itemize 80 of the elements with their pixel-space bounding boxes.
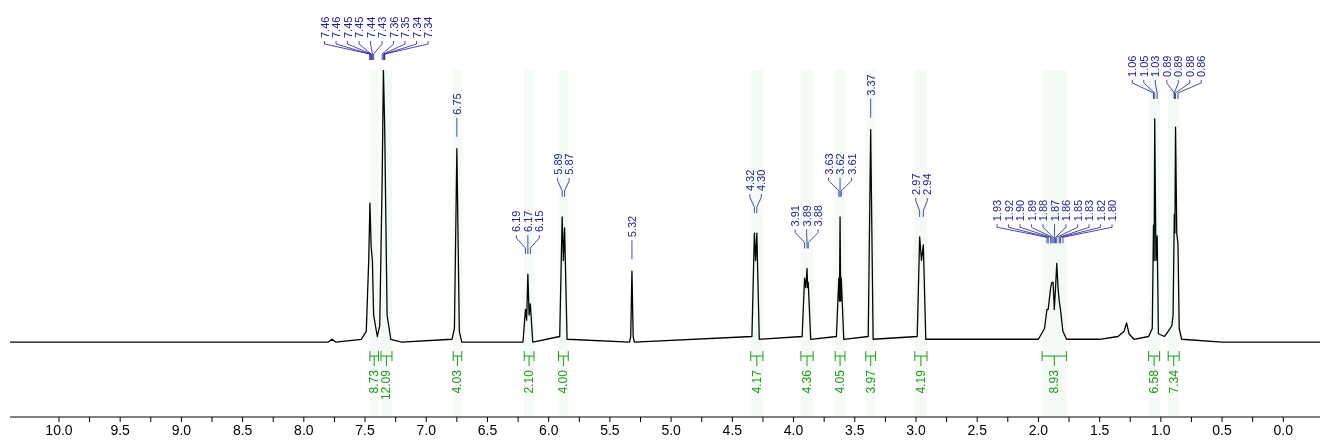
x-tick-label: 1.5	[1089, 422, 1110, 438]
annotation: 1.90	[1014, 199, 1027, 222]
x-tick-label: 10.0	[45, 422, 73, 438]
x-tick-label: 9.0	[171, 422, 192, 438]
annotation: 1.80	[1106, 199, 1119, 222]
x-tick-label: 6.0	[538, 422, 559, 438]
x-tick-label: 3.5	[845, 422, 865, 438]
annotation: 7.36	[387, 16, 400, 38]
band-label: 8.93	[1047, 369, 1062, 394]
annotation: 1.86	[1060, 199, 1073, 222]
band-label: 6.58	[1147, 369, 1162, 394]
x-tick-label: 8.0	[294, 422, 314, 438]
annotation: 6.17	[521, 210, 534, 233]
x-tick-label: 4.5	[722, 422, 743, 438]
annotation: 0.86	[1195, 55, 1208, 77]
annotation: 7.35	[399, 16, 412, 38]
annotation: 1.92	[1002, 199, 1015, 222]
band-label: 8.73	[367, 369, 382, 394]
x-tick-label: 5.5	[600, 422, 620, 438]
annotation: 3.37	[864, 74, 877, 96]
annotation: 7.44	[364, 16, 377, 38]
annotation: 0.89	[1160, 55, 1173, 77]
annotation: 4.32	[743, 169, 756, 192]
x-tick-label: 8.5	[232, 422, 253, 438]
band-label: 4.03	[450, 369, 465, 394]
annotation: 1.82	[1094, 199, 1107, 222]
x-tick-label: 1.0	[1151, 422, 1171, 438]
annotation: 0.88	[1183, 55, 1196, 77]
annotation: 1.87	[1048, 199, 1061, 222]
x-tick-label: 2.0	[1028, 422, 1049, 438]
annotation: 7.43	[376, 16, 389, 38]
annotation: 1.03	[1149, 55, 1162, 77]
annotation: 3.62	[834, 153, 847, 175]
band-label: 4.19	[913, 369, 928, 394]
annotation: 7.34	[422, 16, 435, 38]
band-label: 4.00	[556, 369, 571, 394]
annotation: 1.88	[1037, 199, 1050, 222]
annotation: 1.89	[1025, 199, 1038, 222]
annotation: 7.45	[341, 16, 354, 38]
x-tick-label: 2.5	[967, 422, 988, 438]
x-tick-label: 7.0	[416, 422, 437, 438]
annotation: 1.06	[1126, 55, 1139, 77]
band-label: 4.36	[800, 369, 815, 394]
annotation: 3.61	[845, 153, 858, 175]
band-label: 4.17	[749, 369, 764, 394]
annotation: 5.32	[625, 215, 638, 238]
annotation: 3.88	[812, 205, 825, 227]
x-tick-label: 9.5	[110, 422, 131, 438]
x-tick-label: 4.0	[783, 422, 804, 438]
annotation: 1.85	[1071, 199, 1084, 222]
annotation: 7.45	[353, 16, 366, 38]
annotation: 4.30	[755, 169, 768, 192]
band-label: 3.97	[863, 369, 878, 394]
x-tick-label: 5.0	[661, 422, 682, 438]
annotation: 6.75	[450, 93, 463, 115]
annotation: 1.05	[1137, 55, 1150, 77]
annotation: 6.19	[510, 210, 523, 233]
x-tick-label: 7.5	[355, 422, 375, 438]
annotation: 7.46	[330, 16, 343, 38]
annotation: 2.94	[921, 173, 934, 195]
annotation: 0.89	[1172, 55, 1185, 77]
x-tick-label: 0.5	[1212, 422, 1232, 438]
annotation: 5.89	[551, 153, 564, 175]
annotation: 1.93	[991, 199, 1004, 222]
annotation: 7.34	[410, 16, 423, 38]
annotation: 2.97	[909, 173, 922, 195]
band-label: 4.05	[833, 369, 848, 394]
annotation: 3.91	[789, 205, 802, 227]
band-label: 2.10	[522, 369, 537, 394]
annotation: 3.63	[822, 153, 835, 175]
annotation: 6.15	[533, 210, 546, 233]
x-tick-label: 6.5	[477, 422, 498, 438]
x-tick-label: 0.0	[1273, 422, 1294, 438]
annotation: 1.83	[1083, 199, 1096, 222]
annotation: 5.87	[563, 153, 576, 175]
x-tick-label: 3.0	[906, 422, 926, 438]
annotation: 3.89	[800, 205, 813, 227]
annotation: 7.46	[318, 16, 331, 38]
band-label: 7.34	[1166, 369, 1181, 394]
band-label: 12.09	[379, 369, 394, 401]
